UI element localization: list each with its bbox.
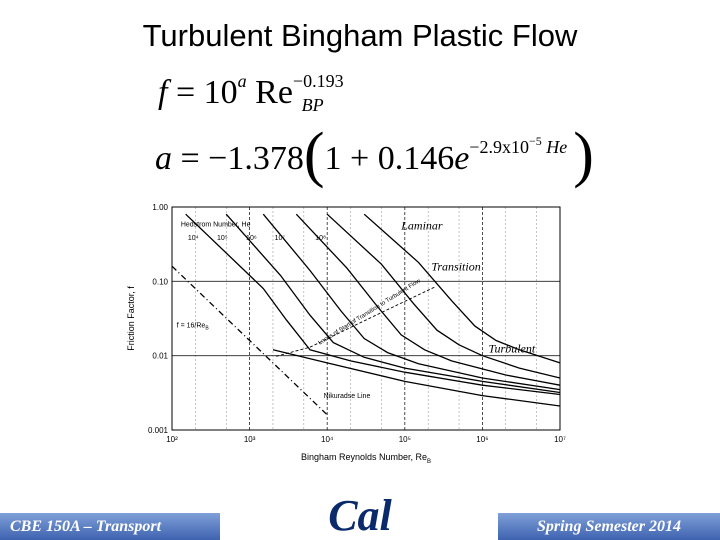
exponent-a-equation: a = −1.378(1 + 0.146e−2.9x10−5 He) (155, 124, 594, 186)
y-tick-label: 1.00 (152, 203, 168, 212)
eq1-f: f (158, 74, 168, 111)
eq1-exp-re: −0.193 (292, 71, 344, 91)
x-tick-label: 10⁷ (554, 435, 566, 444)
onset-label: Locus of Start of Transition to Turbulen… (318, 278, 423, 347)
eq2-a: a (155, 140, 172, 177)
eq2-rhs-start: = −1.378 (172, 140, 304, 177)
x-tick-label: 10⁴ (321, 435, 334, 444)
eq1-re: Re (246, 74, 293, 111)
footer-semester: Spring Semester 2014 (498, 513, 720, 540)
he-value-label: 10⁷ (275, 235, 286, 242)
eq1-sub-bp: BP (301, 95, 324, 115)
series-line-1 (171, 265, 328, 416)
series-line-7 (363, 213, 561, 364)
y-axis-label: Friction Factor, f (126, 286, 136, 351)
eq2-paren-open: ( (303, 121, 325, 189)
plot-frame (171, 206, 561, 431)
laminar-equation-sub: B (205, 325, 209, 331)
x-axis-label-sub: B (427, 459, 431, 465)
cal-logo-text: Cal (328, 491, 392, 540)
series-line-8 (272, 349, 561, 407)
laminar-label: Laminar (400, 218, 443, 232)
friction-factor-equation: f = 10a Re−0.193 BP (158, 71, 344, 115)
eq2-inner: 1 + 0.146 (324, 140, 455, 177)
nikuradse-label: Nikuradse Line (324, 393, 371, 400)
he-value-label: 10⁸ (315, 235, 326, 242)
turbulent-label: Turbulent (489, 342, 536, 356)
series-line-3 (225, 213, 561, 394)
eq1-equals-ten: = 10 (167, 74, 238, 111)
hedstrom-label: Hedstrom Number, He (181, 221, 251, 228)
x-tick-label: 10⁵ (399, 435, 411, 444)
series-line-6 (326, 213, 561, 379)
eq1-exp-a: a (237, 71, 247, 91)
footer-course: CBE 150A – Transport (0, 513, 220, 540)
he-value-label: 10⁵ (217, 235, 228, 242)
cal-logo: Cal (328, 491, 392, 540)
he-value-label: 10⁶ (246, 235, 257, 242)
laminar-equation-label: f = 16/ReB (177, 322, 210, 331)
y-tick-label: 0.001 (148, 426, 169, 435)
x-axis-label: Bingham Reynolds Number, ReB (301, 452, 431, 465)
x-tick-label: 10⁶ (476, 435, 488, 444)
slide-title: Turbulent Bingham Plastic Flow (142, 18, 578, 53)
y-tick-label: 0.10 (152, 277, 168, 286)
series-line-2 (185, 213, 561, 396)
footer-bar (220, 513, 498, 540)
eq2-e: e (454, 140, 470, 177)
series-line-4 (262, 213, 561, 391)
onset-locus-line (276, 286, 436, 357)
friction-factor-chart: 10² 10³ 10⁴ 10⁵ 10⁶ 10⁷ 1.00 0.10 0.01 0.001 Bingh… (126, 203, 566, 465)
series-line-5 (295, 213, 561, 386)
eq2-exponent: −2.9x10−5 He (469, 134, 568, 157)
x-tick-label: 10² (166, 435, 178, 444)
eq2-paren-close: ) (573, 121, 594, 189)
he-value-label: 10⁴ (188, 235, 199, 242)
y-tick-label: 0.01 (152, 352, 168, 361)
x-tick-label: 10³ (244, 435, 256, 444)
transition-label: Transition (431, 259, 480, 273)
